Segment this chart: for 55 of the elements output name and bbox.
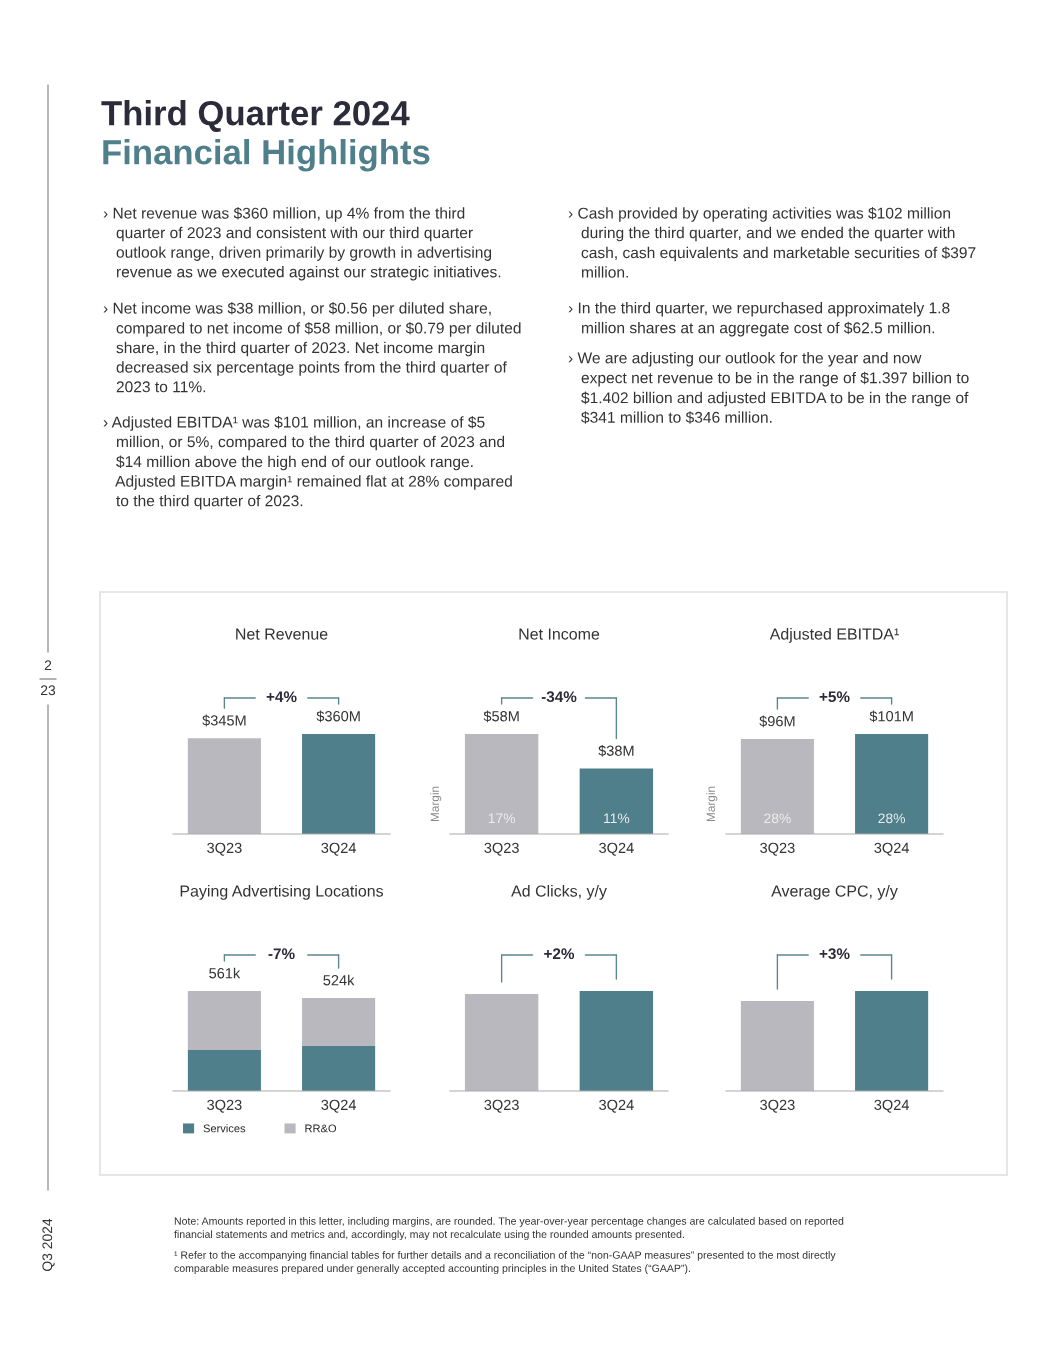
legend-label: Services	[203, 1124, 246, 1133]
x-tick-label: 3Q23	[760, 842, 795, 856]
data-label: $345M	[202, 714, 246, 727]
bar	[187, 991, 261, 1050]
text: +3%	[819, 948, 850, 960]
x-tick-label: 3Q23	[484, 842, 519, 856]
bar	[302, 998, 376, 1046]
chart-title: Ad Clicks, y/y	[511, 884, 607, 900]
legend-label: RR&O	[305, 1124, 337, 1133]
x-tick-label: 3Q23	[760, 1099, 795, 1113]
chart-title: Average CPC, y/y	[771, 884, 898, 900]
x-tick-label: 3Q24	[321, 1099, 357, 1113]
chart-title: Net Income	[519, 628, 600, 640]
chart-title: Adjusted EBITDA¹	[769, 627, 899, 643]
text: Financial Highlights	[103, 139, 430, 172]
text: 23	[40, 685, 56, 696]
y-axis-title: Margin	[430, 786, 442, 822]
text: 2	[44, 660, 52, 671]
text: › Adjusted EBITDA¹ was $101 million, an increase of $5 million, or 5%, compared to the third quarter of 2023 and $14 million above the high end of our outlook range. Adjusted EBITDA margin¹ remained flat at 28% compared to the third quarter of 2023.	[103, 416, 512, 510]
bar	[187, 1050, 261, 1091]
annotation: 524k	[323, 974, 355, 986]
x-tick-label: 3Q24	[321, 842, 357, 856]
x-tick-label: 3Q23	[207, 842, 242, 856]
y-axis-title: Margin	[706, 786, 718, 822]
text: -7%	[268, 948, 295, 960]
chart-title: Net Revenue	[236, 628, 328, 640]
text: › Net income was $38 million, or $0.56 per diluted share, compared to net income of $58 million, or $0.79 per diluted share, in the third quarter of 2023. Net income margin decreased six percentage points from the third quarter of 2023 to 11%.	[103, 302, 521, 393]
bar	[302, 1046, 376, 1091]
x-tick-label: 3Q24	[599, 1099, 634, 1113]
data-label: $360M	[316, 710, 360, 723]
data-label: $101M	[869, 710, 913, 723]
data-label: $38M	[598, 744, 634, 757]
data-label: $58M	[483, 710, 519, 723]
text: › Cash provided by operating activities was $102 million during the third quarter, and we ended the quarter with cash, cash equivalents and marketable securities of $397 million.	[568, 207, 976, 278]
text: Note: Amounts reported in this letter, including margins, are rounded. The year-over-year percentage changes are calculated based on reported financial statements and metrics and, accordingly, may not recalculate using the rounded amounts presented.	[174, 1217, 844, 1241]
annotation: 11%	[604, 813, 630, 824]
data-label: $96M	[759, 715, 795, 728]
annotation: 561k	[209, 967, 241, 979]
text: › In the third quarter, we repurchased approximately 1.8 million shares at an aggregate cost of $62.5 million.	[568, 302, 950, 337]
text: Q3 2024	[42, 1218, 55, 1271]
x-tick-label: 3Q24	[874, 1099, 910, 1113]
text: +2%	[544, 948, 575, 960]
annotation: 28%	[878, 813, 906, 824]
chart-title: Paying Advertising Locations	[180, 884, 384, 900]
x-tick-label: 3Q23	[484, 1099, 519, 1113]
text: Third Quarter 2024	[101, 100, 410, 132]
text: ¹ Refer to the accompanying financial tables for further details and a reconciliation of the “non-GAAP measures” presented to the most directly comparable measures prepared under generally accepted accounting principles in the United States (“GAAP”).	[174, 1251, 836, 1275]
x-tick-label: 3Q24	[599, 842, 634, 856]
text: +5%	[819, 691, 850, 703]
text: › Net revenue was $360 million, up 4% from the third quarter of 2023 and consistent with our third quarter outlook range, driven primarily by growth in advertising revenue as we executed against our strategic initiatives.	[103, 207, 501, 281]
text: › We are adjusting our outlook for the year and now expect net revenue to be in the range of $1.397 billion to $1.402 billion and adjusted EBITDA to be in the range of $341 million to $346 million.	[568, 352, 969, 424]
x-tick-label: 3Q23	[207, 1099, 242, 1113]
text: +4%	[266, 691, 297, 703]
x-tick-label: 3Q24	[874, 842, 910, 856]
text: -34%	[541, 691, 577, 703]
